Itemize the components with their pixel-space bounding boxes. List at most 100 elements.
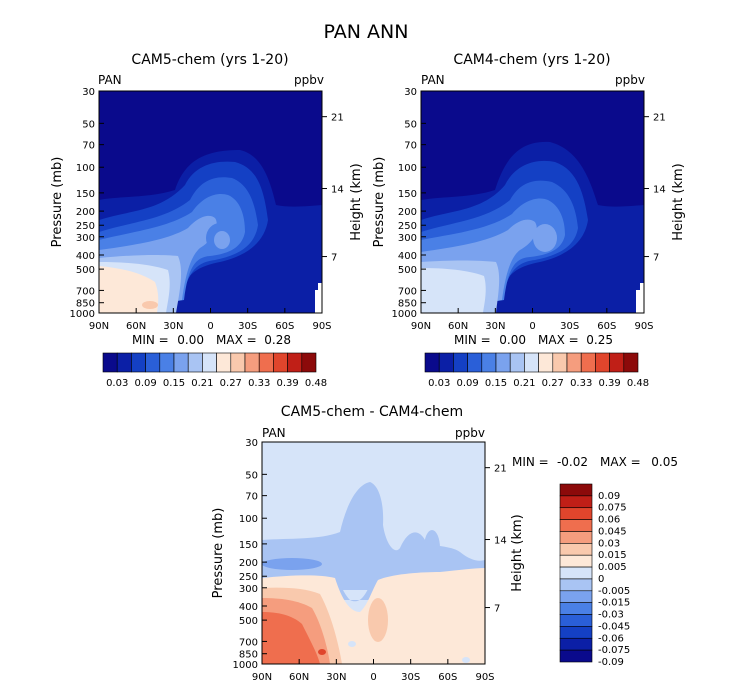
y-axis-label: Pressure (mb) (211, 508, 226, 599)
lat-tick-label: 60S (438, 672, 457, 683)
lat-tick-label: 30S (560, 321, 579, 332)
y-axis-label-right: Height (km) (349, 163, 364, 240)
y-axis-label: Pressure (mb) (372, 157, 387, 248)
colorbar-label: -0.075 (598, 645, 630, 656)
pressure-tick-label: 850 (76, 299, 95, 310)
colorbar-label: 0.21 (191, 378, 213, 389)
pressure-tick-label: 200 (76, 207, 95, 218)
height-tick-label: 14 (494, 536, 507, 547)
colorbar-label: 0.045 (598, 526, 627, 537)
pressure-tick-label: 1000 (392, 309, 417, 320)
lat-tick-label: 90S (475, 672, 494, 683)
pressure-tick-label: 150 (239, 540, 258, 551)
lat-tick-label: 0 (207, 321, 213, 332)
pressure-tick-label: 150 (76, 189, 95, 200)
colorbar-swatch (559, 566, 593, 580)
colorbar-panel-3: 0.090.0750.060.0450.030.0150.0050-0.005-… (559, 483, 630, 668)
variable-label: PAN (421, 73, 445, 87)
lat-tick-label: 60S (275, 321, 294, 332)
lat-tick-label: 30S (238, 321, 257, 332)
height-tick-label: 14 (653, 185, 666, 196)
pressure-tick-label: 50 (82, 119, 95, 130)
colorbar-swatch (116, 352, 132, 373)
colorbar-swatch (509, 352, 525, 373)
colorbar-label: -0.005 (598, 586, 630, 597)
colorbar-label: 0.075 (598, 503, 627, 514)
colorbar-label: -0.09 (598, 657, 624, 668)
colorbar-swatch (173, 352, 189, 373)
pressure-tick-label: 200 (398, 207, 417, 218)
min-label: MIN = (454, 333, 491, 347)
colorbar-swatch (559, 531, 593, 544)
colorbar-swatch (495, 352, 511, 373)
pressure-tick-label: 850 (239, 650, 258, 661)
panel-title: CAM5-chem - CAM4-chem (281, 404, 463, 420)
colorbar-label: 0.09 (598, 491, 620, 502)
lat-tick-label: 90N (411, 321, 431, 332)
colorbar-swatch (609, 352, 625, 373)
lat-tick-label: 0 (529, 321, 535, 332)
colorbar-label: 0.015 (598, 550, 627, 561)
axes-panel-2: 3050701001502002503004005007008501000211… (392, 87, 666, 332)
colorbar-swatch (273, 352, 288, 373)
pressure-tick-label: 30 (82, 87, 95, 98)
lat-tick-label: 90N (89, 321, 109, 332)
colorbar-label: 0.03 (106, 378, 128, 389)
lat-tick-label: 90S (634, 321, 653, 332)
lat-tick-label: 60S (597, 321, 616, 332)
colorbar-swatch (559, 483, 593, 497)
pressure-tick-label: 150 (398, 189, 417, 200)
colorbar-label: 0.33 (570, 378, 592, 389)
pressure-tick-label: 400 (239, 602, 258, 613)
pressure-tick-label: 200 (239, 558, 258, 569)
colorbar-swatch (102, 352, 118, 373)
pressure-tick-label: 500 (398, 265, 417, 276)
pressure-tick-label: 30 (245, 438, 258, 449)
pressure-tick-label: 30 (404, 87, 417, 98)
colorbar-label: 0.39 (276, 378, 298, 389)
colorbar-swatch (552, 352, 568, 373)
colorbar-swatch (230, 352, 246, 373)
lat-tick-label: 60N (126, 321, 146, 332)
colorbar-label: 0 (598, 574, 604, 585)
colorbar-swatch (559, 626, 593, 639)
variable-label: PAN (262, 426, 286, 440)
colorbar-swatch (131, 352, 146, 373)
colorbar-label: -0.03 (598, 610, 624, 621)
lat-tick-label: 30S (401, 672, 420, 683)
max-label: MAX = (538, 333, 579, 347)
max-value: 0.05 (651, 455, 678, 469)
colorbar-swatch (559, 649, 593, 663)
pressure-tick-label: 700 (239, 637, 258, 648)
min-value: -0.02 (557, 455, 588, 469)
y-axis-label-right: Height (km) (671, 163, 686, 240)
colorbar-swatch (559, 578, 593, 592)
colorbar-swatch (623, 352, 639, 373)
min-label: MIN = (512, 455, 549, 469)
pressure-tick-label: 400 (76, 251, 95, 262)
colorbar-label: 0.33 (248, 378, 270, 389)
colorbar-swatch (216, 352, 232, 373)
lat-tick-label: 0 (370, 672, 376, 683)
colorbar-swatch (481, 352, 497, 373)
min-value: 0.00 (177, 333, 204, 347)
pressure-tick-label: 500 (76, 265, 95, 276)
colorbar-swatch (438, 352, 454, 373)
colorbar-swatch (559, 554, 593, 568)
units-label: ppbv (615, 73, 645, 87)
y-axis-label-right: Height (km) (510, 514, 525, 591)
pressure-tick-label: 1000 (70, 309, 95, 320)
colorbar-label: 0.39 (598, 378, 620, 389)
units-label: ppbv (455, 426, 485, 440)
panel-cam4: CAM4-chem (yrs 1-20) PAN ppbv 3050701001… (372, 52, 686, 389)
colorbar-label: -0.015 (598, 598, 630, 609)
pressure-tick-label: 100 (239, 514, 258, 525)
pressure-tick-label: 250 (239, 572, 258, 583)
pressure-tick-label: 300 (398, 233, 417, 244)
main-title: PAN ANN (324, 21, 409, 43)
max-label: MAX = (216, 333, 257, 347)
colorbar-label: 0.03 (428, 378, 450, 389)
max-label: MAX = (600, 455, 641, 469)
colorbar-label: 0.27 (542, 378, 564, 389)
max-value: 0.25 (586, 333, 613, 347)
